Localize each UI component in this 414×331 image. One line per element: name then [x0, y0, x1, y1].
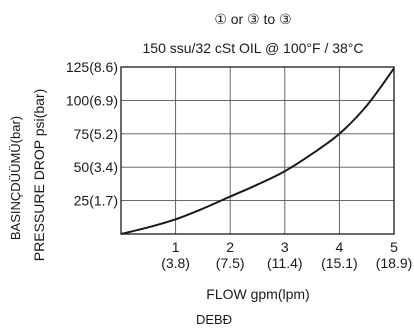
series-line [120, 67, 395, 235]
chart-subtitle: 150 ssu/32 cSt OIL @ 100°F / 38°C [143, 40, 364, 56]
y-tick-label: 75(5.2) [74, 126, 118, 142]
x-tick-sublabel: (7.5) [216, 255, 245, 271]
x-tick-sublabel: (3.8) [161, 255, 190, 271]
y-tick-label: 125(8.6) [66, 59, 118, 75]
y-tick-label: 100(6.9) [66, 92, 118, 108]
y-axis-label-secondary: BASINÇDÜÜMÜ(bar) [8, 116, 23, 240]
x-tick-label: 4 [336, 239, 344, 255]
y-tick-label: 25(1.7) [74, 193, 118, 209]
plot-frame [120, 66, 395, 235]
y-axis-label: PRESSURE DROP psi(bar) [31, 89, 47, 261]
x-axis-label: FLOW gpm(lpm) [206, 286, 309, 302]
x-tick-label: 5 [390, 239, 398, 255]
chart-title: ① or ③ to ③ [214, 11, 291, 27]
y-tick-label: 50(3.4) [74, 159, 118, 175]
y-tick-labels: 25(1.7) 50(3.4) 75(5.2) 100(6.9) 125(8.6) [66, 59, 118, 209]
grid [121, 67, 394, 234]
x-tick-sublabel: (11.4) [267, 255, 303, 271]
x-tick-sublabel: (18.9) [376, 255, 413, 271]
x-tick-label: 2 [226, 239, 234, 255]
x-tick-label: 1 [172, 239, 180, 255]
x-tick-labels: 1(3.8) 2(7.5) 3(11.4) 4(15.1) 5(18.9) [161, 239, 412, 271]
series [120, 67, 395, 235]
x-axis-label-secondary: DEBÐ [196, 312, 232, 327]
x-tick-sublabel: (15.1) [321, 255, 358, 271]
x-tick-label: 3 [281, 239, 289, 255]
